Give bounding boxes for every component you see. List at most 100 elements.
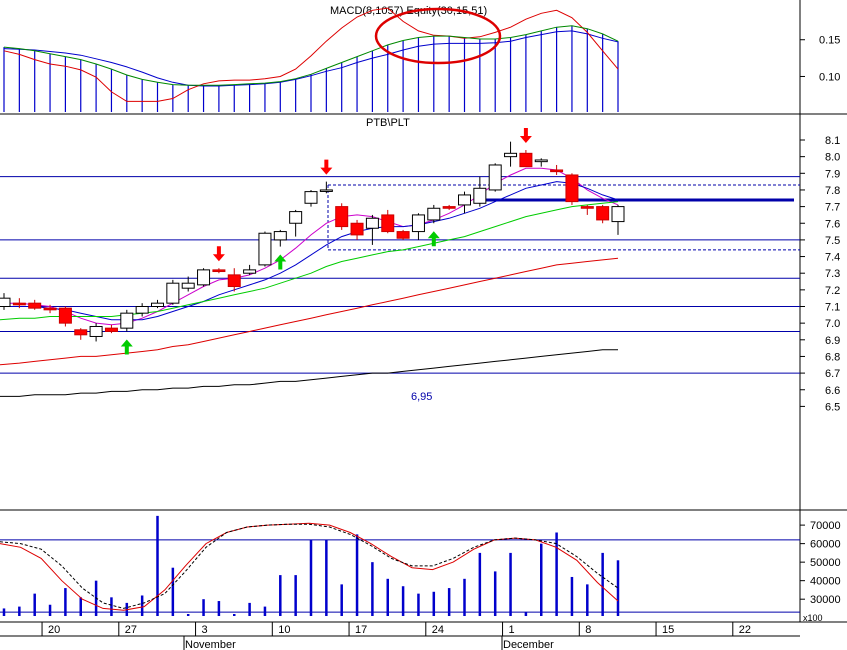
volume-y-tick-label: 70000 [810,520,841,532]
candle-body [611,206,625,223]
buy-arrow [274,254,287,270]
volume-y-tick-label: 50000 [810,557,841,569]
x-tick-label: 27 [125,624,137,636]
price-y-tick-label: 7.2 [825,285,840,297]
x-tick-label: 24 [432,624,444,636]
candle-body [458,194,471,206]
buy-arrow [427,231,440,247]
price-y-tick-label: 6.8 [825,351,840,363]
buy-arrow [120,339,133,355]
candle-body [427,207,441,221]
volume-panel: x100 [0,515,823,623]
price-panel: PTB\PLT 6,95 [0,117,800,403]
volume-y-tick-label: 40000 [810,576,841,588]
candle-body [350,222,364,236]
candle-body [12,302,26,306]
sell-arrow [320,159,333,175]
volume-y-tick-label: 30000 [810,594,841,606]
price-y-tick-label: 8.1 [825,135,840,147]
volume-oscillator-line [0,523,619,609]
candle-body [104,327,118,332]
candle-body [519,152,533,168]
candle-body [0,297,11,307]
price-y-tick-label: 6.5 [825,401,840,413]
candle-body [304,191,318,204]
price-y-tick-label: 7.4 [825,252,840,264]
candle-body [488,164,502,191]
moving-average-line [0,257,619,366]
moving-average-line [0,349,618,397]
macd-series-line [3,30,619,87]
price-y-tick-label: 7.0 [825,318,840,330]
sell-arrow [519,127,532,143]
sell-arrow [212,246,225,262]
candle-body [335,206,349,228]
x-tick-label: 3 [202,624,208,636]
x-month-label: November [185,639,236,650]
candle-body [273,231,287,241]
axes: 0.15 0.10 8.1 8.0 7.9 7.8 7.7 7.6 7.5 7.4 7.3 7.2 7.… [41,35,841,650]
volume-y-tick-label: 60000 [810,539,841,551]
candle-body [43,307,57,311]
x-tick-label: 22 [739,624,751,636]
moving-average-line [0,167,619,326]
x-tick-label: 1 [509,624,515,636]
candle-body [258,232,272,266]
price-y-tick-label: 7.7 [825,202,840,214]
candle-body [151,302,164,308]
candle-body [135,306,149,314]
x-month-label: December [503,639,554,650]
candle-body [212,269,226,273]
price-y-tick-label: 7.6 [825,218,840,230]
price-y-tick-label: 7.5 [825,235,840,247]
candle-body [396,231,410,239]
x-tick-label: 8 [585,624,591,636]
candle-body [442,206,456,209]
candle-body [596,206,610,221]
candle-body [28,302,42,309]
x-tick-label: 15 [662,624,674,636]
candle-body [74,329,88,336]
candle-body [381,214,395,233]
candle-body [58,307,72,324]
moving-average-line [0,181,619,321]
x-tick-label: 10 [278,624,290,636]
candle-body [166,282,180,304]
price-y-tick-label: 6.6 [825,385,840,397]
volume-oscillator-line [0,522,619,611]
x-tick-label: 17 [355,624,367,636]
candle-body [365,217,379,229]
candle-body [565,174,579,203]
price-y-tick-label: 6.7 [825,368,840,380]
price-y-tick-label: 7.8 [825,185,840,197]
macd-series-line [3,25,619,86]
macd-series-line [3,7,619,102]
macd-y-tick-label: 0.10 [819,71,840,83]
candle-body [289,211,303,224]
moving-average-line [0,201,619,321]
x-tick-label: 20 [48,624,60,636]
candle-body [89,325,103,337]
candle-body [473,187,487,204]
macd-y-tick-label: 0.15 [819,35,840,47]
candle-body [319,189,333,192]
price-y-tick-label: 7.3 [825,268,840,280]
candle-body [550,169,564,173]
volume-multiplier: x100 [803,613,823,623]
macd-panel: MACD(8,1057) Equity(30,15,51) [3,5,619,112]
price-y-tick-label: 7.1 [825,302,840,314]
price-panel-symbol: PTB\PLT [366,117,410,129]
candle-body [243,269,257,274]
macd-marker-ellipse [374,7,502,65]
candle-body [411,214,425,233]
candle-body [504,152,518,158]
price-y-tick-label: 8.0 [825,152,840,164]
price-y-tick-label: 7.9 [825,168,840,180]
price-annotation: 6,95 [411,391,432,403]
candle-body [534,159,548,163]
candle-body [181,282,195,289]
price-y-tick-label: 6.9 [825,335,840,347]
candle-body [227,274,241,288]
